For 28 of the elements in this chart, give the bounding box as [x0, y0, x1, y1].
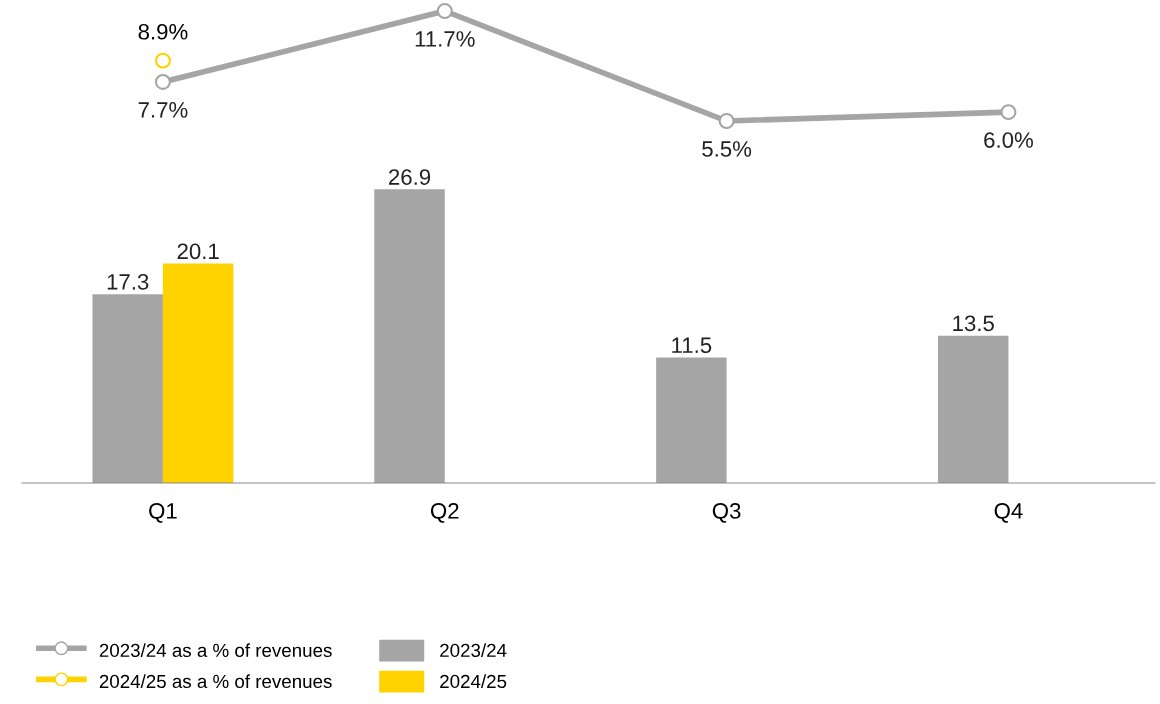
- legend-label: 2024/25 as a % of revenues: [99, 674, 332, 689]
- data-label: 13.5: [953, 315, 994, 332]
- bar: [162, 263, 234, 483]
- x-tick-label: Q1: [149, 503, 177, 523]
- data-label: 7.7%: [138, 102, 188, 118]
- data-label: 6.0%: [984, 132, 1033, 148]
- legend-label: 2024/25: [440, 674, 507, 689]
- data-label: 11.5: [672, 337, 712, 354]
- data-label: 8.9%: [138, 23, 188, 40]
- data-label: 5.5%: [702, 141, 752, 157]
- data-label: 17.3: [107, 274, 149, 290]
- bar: [374, 189, 445, 483]
- bar: [656, 357, 727, 483]
- bar: [92, 294, 163, 483]
- data-label: 11.7%: [415, 31, 475, 47]
- x-tick-label: Q2: [430, 503, 459, 523]
- bar: [937, 335, 1009, 483]
- x-tick-label: Q4: [994, 503, 1023, 523]
- point: [718, 113, 735, 129]
- data-label: 26.9: [389, 169, 431, 185]
- data-label: 20.1: [177, 243, 219, 260]
- point: [154, 73, 171, 90]
- legend-label: 2023/24: [440, 643, 507, 658]
- point: [1000, 104, 1017, 121]
- point: [154, 52, 171, 69]
- legend-label: 2023/24 as a % of revenues: [99, 643, 332, 658]
- point: [436, 3, 453, 19]
- x-tick-label: Q3: [712, 503, 741, 523]
